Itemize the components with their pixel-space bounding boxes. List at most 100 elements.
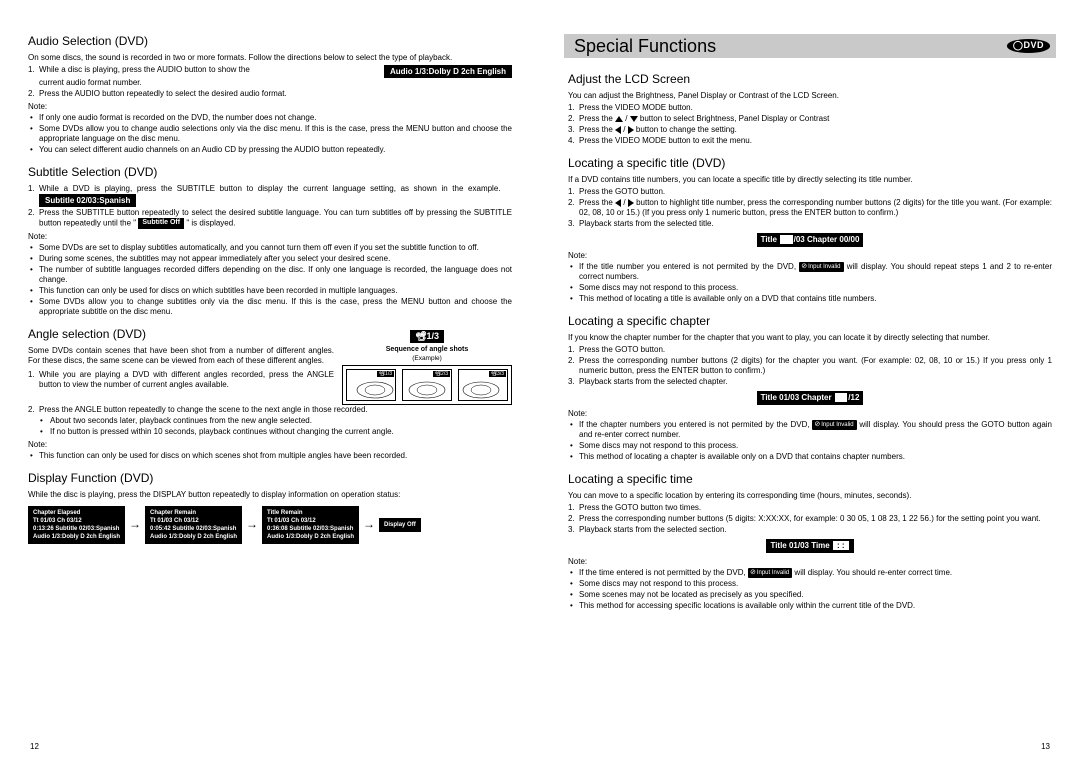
audio-step1b: current audio format number. <box>39 78 142 87</box>
angle-note-label: Note: <box>28 440 512 450</box>
subtitle-step-2: Press the SUBTITLE button repeatedly to … <box>28 208 512 229</box>
locchap-step-1: Press the GOTO button. <box>568 345 1052 355</box>
lcd-s2c: button to select Brightness, Panel Displ… <box>638 114 830 123</box>
subtitle-step2b: " is displayed. <box>186 218 235 227</box>
display-box-4: Display Off <box>379 518 421 532</box>
page-number-right: 13 <box>1041 742 1050 752</box>
lcd-s3a: Press the <box>579 125 615 134</box>
subtitle-step2a: Press the SUBTITLE button repeatedly to … <box>39 208 512 227</box>
section-angle: Angle selection (DVD) 📽1/3 Some DVDs con… <box>28 327 512 461</box>
lcn1a: If the chapter numbers you entered is no… <box>579 420 812 429</box>
loctime-note-3: Some scenes may not be located as precis… <box>568 590 1052 600</box>
lcd-s3b: / <box>621 125 628 134</box>
page-left: Audio Selection (DVD) On some discs, the… <box>0 0 540 766</box>
locchap-note-3: This method of locating a chapter is ava… <box>568 452 1052 462</box>
arrow-icon: → <box>246 517 258 532</box>
section-subtitle: Subtitle Selection (DVD) While a DVD is … <box>28 165 512 317</box>
loctitle-note-label: Note: <box>568 251 1052 261</box>
ltmn1a: If the time entered is not permitted by … <box>579 568 748 577</box>
audio-note-2: Some DVDs allow you to change audio sele… <box>28 124 512 144</box>
lcd-step-2: Press the / button to select Brightness,… <box>568 114 1052 124</box>
audio-note-label: Note: <box>28 102 512 112</box>
angle-sub-2: If no button is pressed within 10 second… <box>28 427 512 437</box>
locchap-title: Locating a specific chapter <box>568 314 1052 329</box>
locchap-note-1: If the chapter numbers you entered is no… <box>568 420 1052 440</box>
input-invalid-badge: Input Invalid <box>748 568 792 578</box>
loctime-step-3: Playback starts from the selected sectio… <box>568 525 1052 535</box>
angle-tag-2: 📽2/3 <box>433 371 450 377</box>
section-audio: Audio Selection (DVD) On some discs, the… <box>28 34 512 155</box>
loctime-osd: Title 01/03 Time : : <box>766 539 853 553</box>
loctitle-osd: Title /03 Chapter 00/00 <box>757 233 864 247</box>
osd-hl <box>835 393 847 402</box>
subtitle-note-4: This function can only be used for discs… <box>28 286 512 296</box>
angle-tag-1: 📽1/3 <box>377 371 394 377</box>
loctitle-step-3: Playback starts from the selected title. <box>568 219 1052 229</box>
angle-intro: Some DVDs contain scenes that have been … <box>28 346 334 366</box>
loctitle-step-1: Press the GOTO button. <box>568 187 1052 197</box>
angle-note-1: This function can only be used for discs… <box>28 451 512 461</box>
section-lcd: Adjust the LCD Screen You can adjust the… <box>568 72 1052 146</box>
loctime-note-2: Some discs may not respond to this proce… <box>568 579 1052 589</box>
display-flow: Chapter ElapsedTt 01/03 Ch 03/120:13:26 … <box>28 506 512 544</box>
osd-b: /12 <box>848 393 859 402</box>
locchap-note-2: Some discs may not respond to this proce… <box>568 441 1052 451</box>
loctime-step-2: Press the corresponding number buttons (… <box>568 514 1052 524</box>
angle-sub-1: About two seconds later, playback contin… <box>28 416 512 426</box>
subtitle-pill-2: Subtitle Off <box>138 218 184 229</box>
loctitle-title: Locating a specific title (DVD) <box>568 156 1052 171</box>
arrow-icon: → <box>363 517 375 532</box>
loctitle-s2c: button to highlight title number, press … <box>579 198 1052 217</box>
angle-tag-3: 📽3/3 <box>489 371 506 377</box>
subtitle-note-2: During some scenes, the subtitles may no… <box>28 254 512 264</box>
osd-a: Title 01/03 Chapter <box>761 393 832 402</box>
arrow-icon: → <box>129 517 141 532</box>
display-title: Display Function (DVD) <box>28 471 512 486</box>
angle-step-2: Press the ANGLE button repeatedly to cha… <box>28 405 512 415</box>
loctitle-note-3: This method of locating a title is avail… <box>568 294 1052 304</box>
loctitle-intro: If a DVD contains title numbers, you can… <box>568 175 1052 185</box>
angle-cell-1: 📽1/3 <box>346 369 396 401</box>
display-box-3: Title RemainTt 01/03 Ch 03/120:36:08 Sub… <box>262 506 359 544</box>
locchap-intro: If you know the chapter number for the c… <box>568 333 1052 343</box>
angle-cell-3: 📽3/3 <box>458 369 508 401</box>
audio-note-3: You can select different audio channels … <box>28 145 512 155</box>
audio-step1a: While a disc is playing, press the AUDIO… <box>39 65 378 75</box>
loctime-intro: You can move to a specific location by e… <box>568 491 1052 501</box>
locchap-step-3: Playback starts from the selected chapte… <box>568 377 1052 387</box>
subtitle-title: Subtitle Selection (DVD) <box>28 165 512 180</box>
ltmn1b: will display. You should re-enter correc… <box>792 568 952 577</box>
osd-hl: : : <box>833 541 849 550</box>
subtitle-note-5: Some DVDs allow you to change subtitles … <box>28 297 512 317</box>
display-box-1: Chapter ElapsedTt 01/03 Ch 03/120:13:26 … <box>28 506 125 544</box>
dvd-badge-text: DVD <box>1023 40 1044 51</box>
osd-a: Title <box>761 235 777 244</box>
angle-step-1: While you are playing a DVD with differe… <box>28 370 334 390</box>
osd-hl <box>780 235 792 244</box>
locchap-osd: Title 01/03 Chapter /12 <box>757 391 864 405</box>
angle-cell-2: 📽2/3 <box>402 369 452 401</box>
lcd-step-4: Press the VIDEO MODE button to exit the … <box>568 136 1052 146</box>
page-header: Special Functions ◯DVD <box>564 34 1056 58</box>
loctitle-step-2: Press the / button to highlight title nu… <box>568 198 1052 218</box>
lcd-s3c: button to change the setting. <box>634 125 737 134</box>
angle-figure: Sequence of angle shots (Example) 📽1/3 📽… <box>342 346 512 405</box>
lcd-intro: You can adjust the Brightness, Panel Dis… <box>568 91 1052 101</box>
page-number-left: 12 <box>30 742 39 752</box>
locchap-note-label: Note: <box>568 409 1052 419</box>
lcd-step-3: Press the / button to change the setting… <box>568 125 1052 135</box>
loctime-note-4: This method for accessing specific locat… <box>568 601 1052 611</box>
header-title: Special Functions <box>574 35 716 58</box>
dvd-badge: ◯DVD <box>1007 39 1050 52</box>
osd-b: /03 Chapter 00/00 <box>794 235 860 244</box>
up-icon <box>615 116 623 122</box>
input-invalid-badge: Input Invalid <box>812 420 856 430</box>
page-right: Special Functions ◯DVD Adjust the LCD Sc… <box>540 0 1080 766</box>
lcd-s2b: / <box>623 114 630 123</box>
loctitle-s2a: Press the <box>579 198 615 207</box>
lcd-step-1: Press the VIDEO MODE button. <box>568 103 1052 113</box>
section-display: Display Function (DVD) While the disc is… <box>28 471 512 544</box>
audio-intro: On some discs, the sound is recorded in … <box>28 53 512 63</box>
angle-title: Angle selection (DVD) <box>28 327 146 342</box>
subtitle-note-label: Note: <box>28 232 512 242</box>
